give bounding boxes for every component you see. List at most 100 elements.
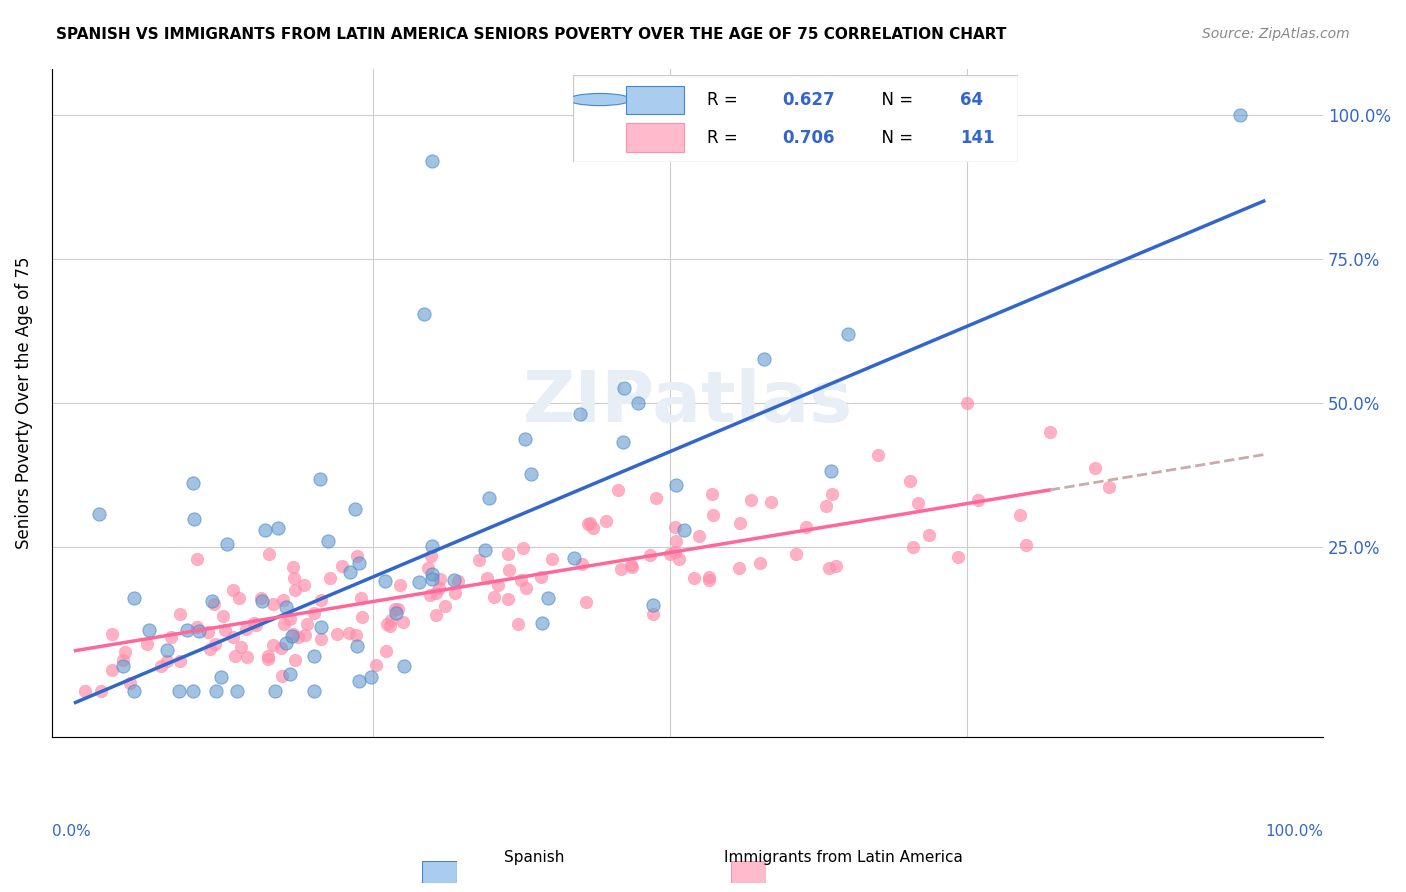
Point [754,351,776,366]
Point [375,644,398,658]
Point [75,684,97,698]
Point [252,594,274,608]
Point [815,499,838,513]
Point [226,684,249,698]
Text: Immigrants from Latin America: Immigrants from Latin America [724,850,963,865]
Point [302,684,325,698]
Point [824,558,846,573]
Point [204,684,226,698]
Point [375,617,398,632]
Point [486,578,509,592]
Point [562,550,585,565]
Point [90,683,112,698]
Point [468,552,491,566]
Point [281,627,304,641]
Point [228,591,250,606]
Point [264,684,287,698]
FancyBboxPatch shape [422,861,457,883]
Point [664,519,686,533]
Point [242,615,264,630]
Text: Source: ZipAtlas.com: Source: ZipAtlas.com [1202,27,1350,41]
Point [278,611,301,625]
Point [907,495,929,509]
Point [278,667,301,681]
Point [235,622,257,636]
Point [156,654,179,668]
Point [250,591,273,606]
Point [380,619,402,633]
Point [569,407,592,421]
Point [231,640,253,654]
Point [281,559,304,574]
Point [496,591,519,606]
Point [292,577,315,591]
Point [595,515,617,529]
Point [579,516,602,530]
Point [408,574,430,589]
Point [138,623,160,637]
Point [267,521,290,535]
Point [482,591,505,605]
Point [515,581,537,595]
Point [413,307,436,321]
Point [221,630,243,644]
Point [114,645,136,659]
Point [112,659,135,673]
Point [749,556,772,570]
Point [202,597,225,611]
Point [515,432,537,446]
Point [287,630,309,644]
Point [160,630,183,644]
Point [420,549,443,563]
Point [276,636,298,650]
Point [186,619,208,633]
Point [575,594,598,608]
Point [273,616,295,631]
Point [295,617,318,632]
Point [702,486,724,500]
Point [257,649,280,664]
Point [176,623,198,637]
Point [785,547,807,561]
Point [668,551,690,566]
Point [284,653,307,667]
Point [820,464,842,478]
Point [443,586,465,600]
Text: Spanish: Spanish [505,850,564,865]
Point [478,491,501,505]
Point [302,606,325,620]
Point [796,520,818,534]
Point [360,670,382,684]
Point [197,625,219,640]
Point [156,643,179,657]
Point [477,571,499,585]
Text: ZIPatlas: ZIPatlas [523,368,852,437]
Point [627,396,650,410]
Point [339,565,361,579]
Point [169,684,191,698]
Point [169,607,191,621]
Point [388,578,411,592]
Point [262,639,284,653]
Point [294,628,316,642]
Point [311,620,333,634]
Point [956,396,979,410]
Point [326,626,349,640]
Point [366,658,388,673]
Point [337,625,360,640]
Point [198,642,221,657]
Point [350,609,373,624]
Point [150,658,173,673]
Point [530,616,553,631]
Point [496,547,519,561]
Point [204,637,226,651]
Point [728,561,751,575]
Point [283,582,305,597]
Point [571,557,593,571]
Point [311,592,333,607]
Point [817,561,839,575]
Point [508,616,530,631]
Point [346,639,368,653]
Point [222,583,245,598]
Point [610,561,633,575]
